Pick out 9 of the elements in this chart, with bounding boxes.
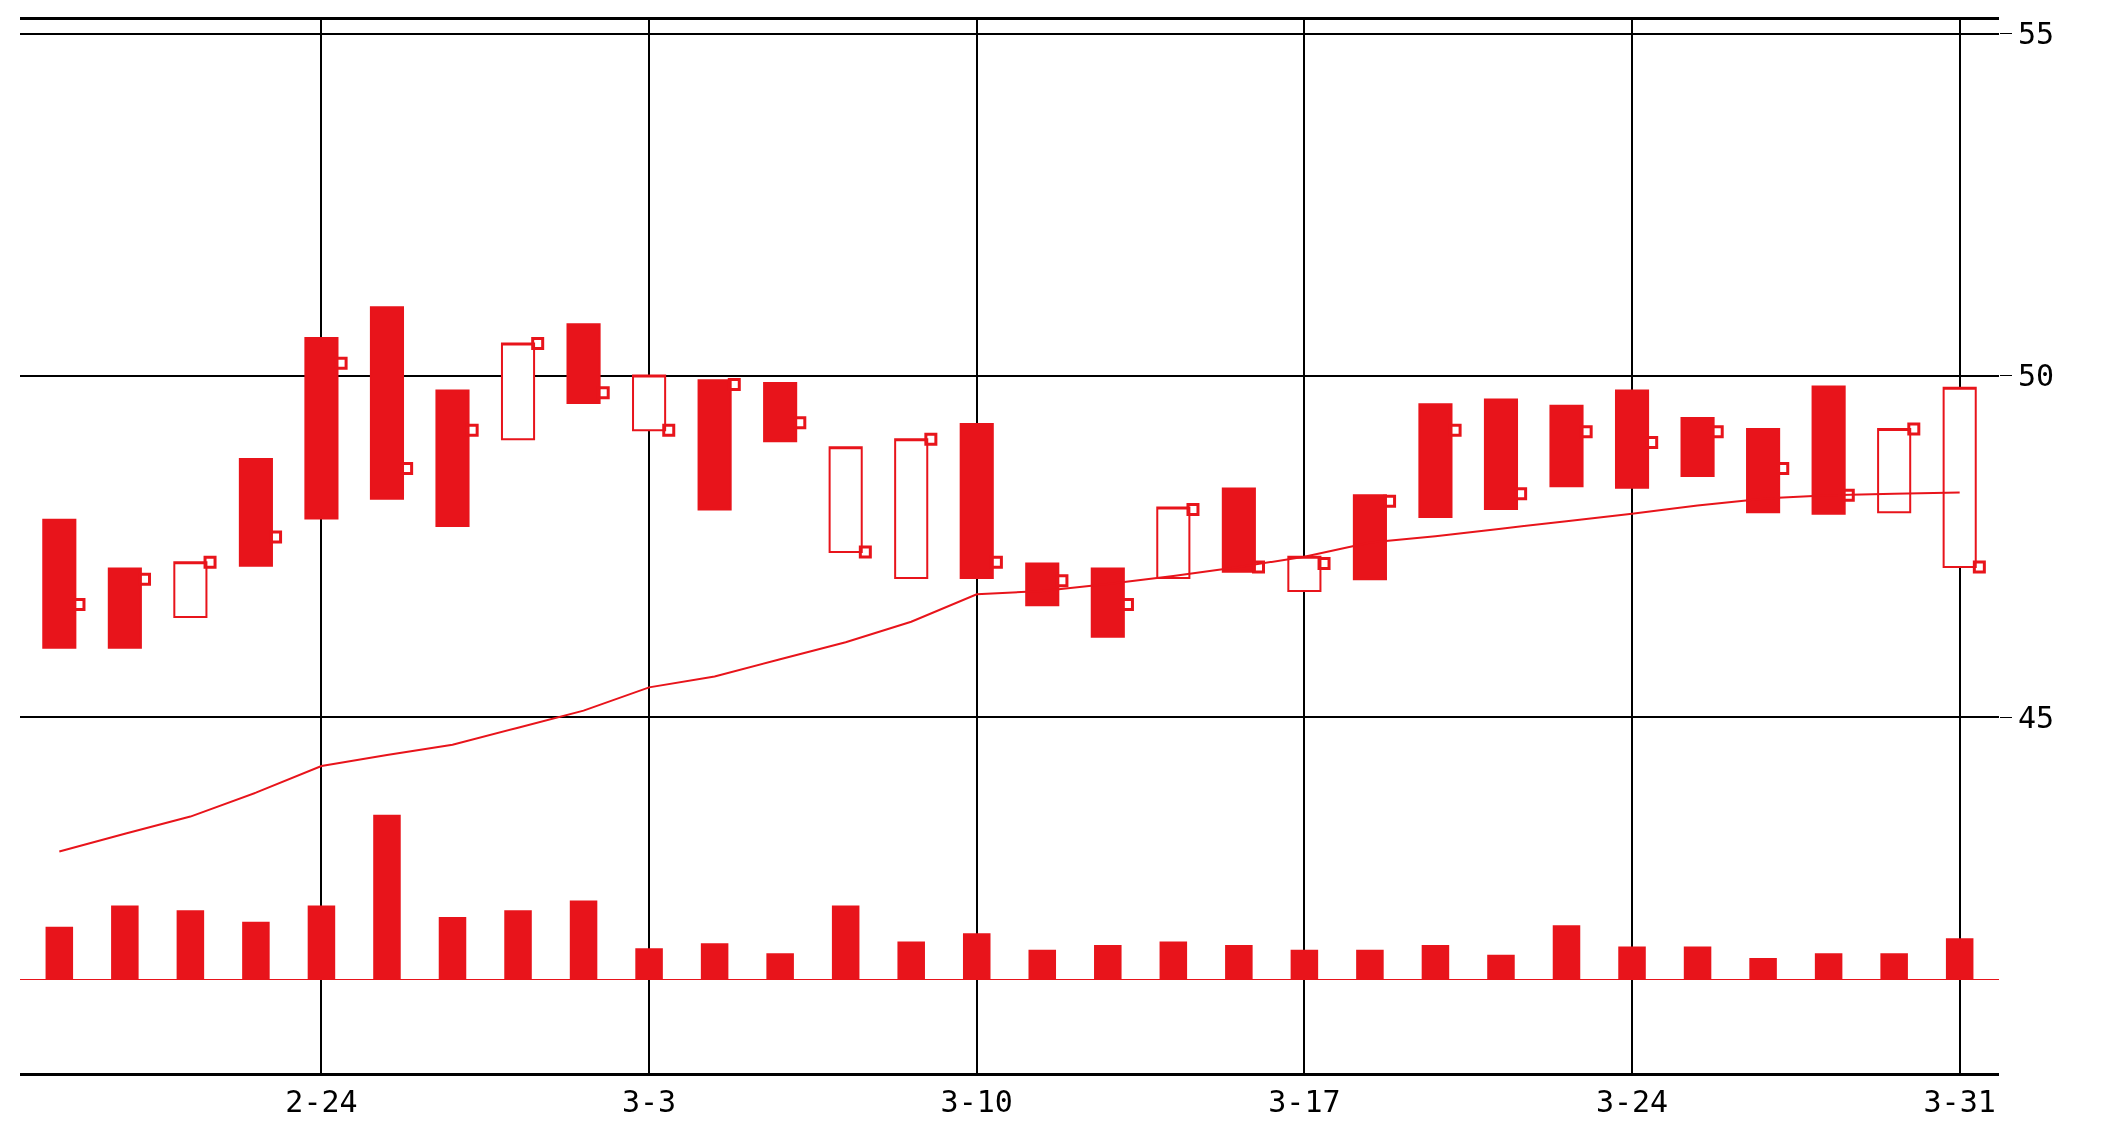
y-tick-label: 55: [2018, 16, 2055, 52]
x-tick-label: 3-31: [1923, 1084, 1996, 1119]
x-tick-label: 3-3: [622, 1084, 677, 1119]
x-tick-label: 3-24: [1595, 1084, 1669, 1119]
y-tick-label: 50: [2018, 358, 2055, 394]
x-tick-label: 2-24: [285, 1084, 358, 1119]
x-tick-label: 3-17: [1268, 1084, 1341, 1119]
y-tick-label: 45: [2018, 699, 2055, 735]
x-tick-label: 3-10: [940, 1084, 1013, 1119]
